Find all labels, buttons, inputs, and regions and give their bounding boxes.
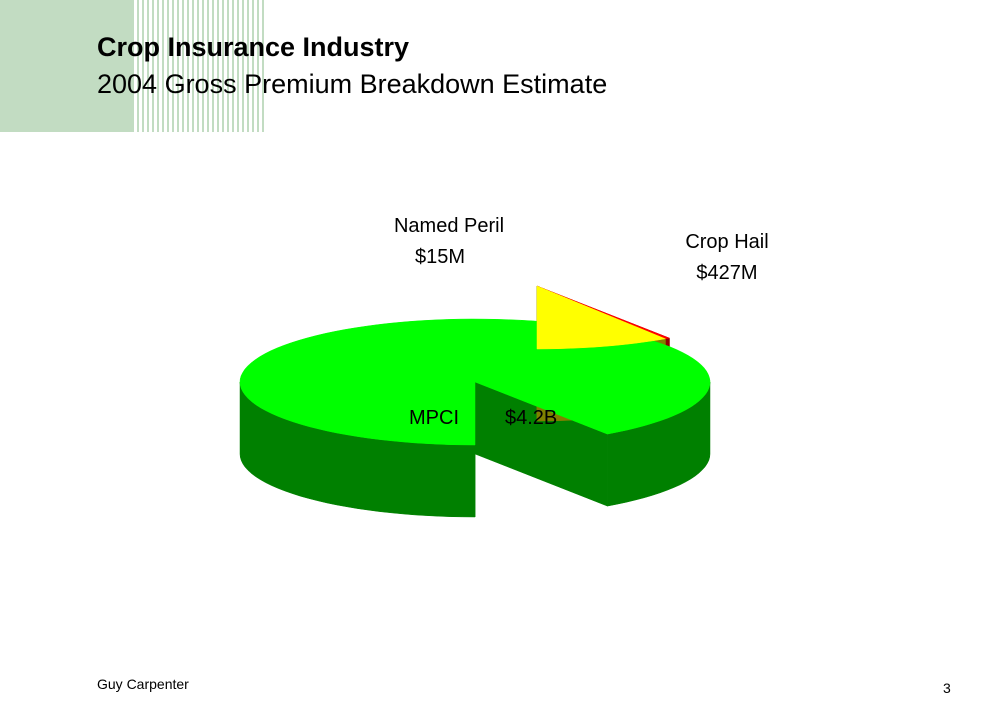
header-decor-stripes: [132, 0, 266, 132]
slice-label-named-peril-name: Named Peril: [394, 215, 504, 237]
slice-label-mpci-name: MPCI: [409, 407, 459, 429]
slice-label-crop-hail-value: $427M: [696, 262, 757, 284]
header-decor-block: [0, 0, 132, 132]
slide-subtitle: 2004 Gross Premium Breakdown Estimate: [97, 69, 608, 99]
slice-label-named-peril-value: $15M: [415, 246, 465, 268]
slice-top-crop-hail: [536, 285, 667, 350]
slice-label-mpci-value: $4.2B: [505, 407, 557, 429]
slice-top-mpci: [239, 318, 711, 446]
slide-title: Crop Insurance Industry: [97, 32, 410, 62]
page-number: 3: [943, 680, 951, 696]
footer-company: Guy Carpenter: [97, 676, 189, 692]
slice-label-crop-hail-name: Crop Hail: [685, 231, 768, 253]
